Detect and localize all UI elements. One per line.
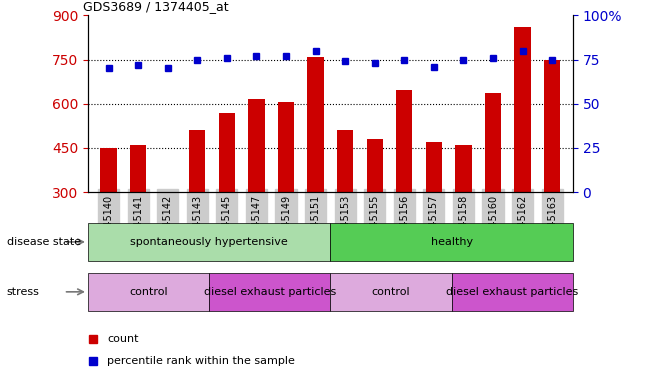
Text: GDS3689 / 1374405_at: GDS3689 / 1374405_at [83,0,229,13]
Bar [88,223,330,261]
Bar [100,148,117,280]
Bar [452,273,573,311]
Text: diesel exhaust particles: diesel exhaust particles [446,287,578,297]
Text: percentile rank within the sample: percentile rank within the sample [107,356,295,366]
Bar [248,99,264,280]
Bar [396,91,413,280]
Text: control: control [372,287,410,297]
Bar [189,130,206,280]
Bar [426,142,442,280]
Bar [278,102,294,280]
Bar [219,113,235,280]
Bar [544,60,561,280]
Bar [455,145,471,280]
Bar [307,56,324,280]
Bar [367,139,383,280]
Bar [485,93,501,280]
Bar [330,273,452,311]
Bar [514,27,531,280]
Text: count: count [107,334,139,344]
Bar [337,130,353,280]
Text: control: control [129,287,168,297]
Text: stress: stress [7,287,39,297]
Bar [130,145,146,280]
Text: spontaneously hypertensive: spontaneously hypertensive [130,237,288,247]
Text: disease state: disease state [7,237,81,247]
Bar [209,273,331,311]
Text: diesel exhaust particles: diesel exhaust particles [204,287,336,297]
Bar [159,192,176,280]
Text: healthy: healthy [430,237,473,247]
Bar [88,273,209,311]
Bar [330,223,573,261]
